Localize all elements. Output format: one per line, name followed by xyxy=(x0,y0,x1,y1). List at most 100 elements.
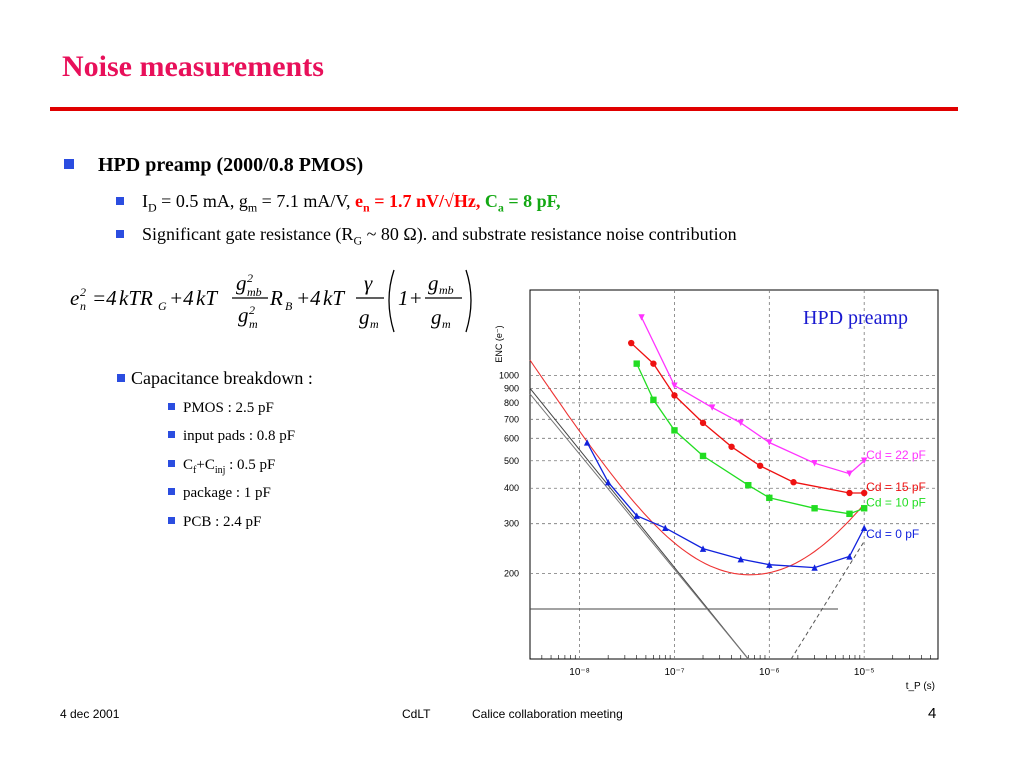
cap-item-mid: +C xyxy=(196,457,214,473)
x-tick-label: 10⁻⁶ xyxy=(759,667,780,678)
square-bullet-icon xyxy=(64,159,74,169)
cap-item-pcb: PCB : 2.4 pF xyxy=(168,514,261,531)
title-divider xyxy=(50,107,958,111)
y-tick-label: 400 xyxy=(504,483,519,493)
plot-frame xyxy=(530,290,938,659)
svg-text:n: n xyxy=(80,299,86,313)
cap-item-text: PCB : 2.4 pF xyxy=(183,514,261,530)
y-tick-label: 600 xyxy=(504,433,519,443)
svg-text:2: 2 xyxy=(249,303,255,317)
svg-text:m: m xyxy=(370,317,379,331)
square-bullet-icon xyxy=(168,431,175,438)
svg-text:=4: =4 xyxy=(92,286,117,310)
data-point xyxy=(790,479,796,485)
en-label: e xyxy=(355,191,363,211)
footer-meeting: Calice collaboration meeting xyxy=(472,707,623,721)
gm-value: = 7.1 mA/V, xyxy=(257,191,355,211)
y-tick-label: 200 xyxy=(504,569,519,579)
svg-text:mb: mb xyxy=(247,285,262,299)
cap-item-sub2: inj xyxy=(215,465,226,476)
svg-text:g: g xyxy=(359,305,370,329)
data-point xyxy=(650,397,656,403)
data-point xyxy=(650,360,656,366)
cap-item-pre: C xyxy=(183,457,193,473)
gm-sub: m xyxy=(248,201,257,215)
enc-chart: 10⁻⁸ 10⁻⁷ 10⁻⁶ 10⁻⁵200300400500600700800900… xyxy=(488,284,948,694)
y-tick-label: 800 xyxy=(504,398,519,408)
square-bullet-icon xyxy=(117,374,125,382)
y-axis-label: ENC (e⁻) xyxy=(494,325,504,362)
svg-text:kT: kT xyxy=(323,286,345,310)
data-point xyxy=(846,511,852,517)
page-number: 4 xyxy=(928,705,936,722)
id-value: = 0.5 mA, g xyxy=(157,191,248,211)
svg-text:g: g xyxy=(236,271,247,295)
resistance-pre: Significant gate resistance (R xyxy=(142,224,353,244)
data-point xyxy=(745,482,751,488)
square-bullet-icon xyxy=(116,197,124,205)
svg-text:g: g xyxy=(238,303,249,327)
square-bullet-icon xyxy=(116,230,124,238)
capacitance-heading-text: Capacitance breakdown : xyxy=(131,368,313,388)
footer-date: 4 dec 2001 xyxy=(60,707,119,721)
resistance-post: ~ 80 Ω). and substrate resistance noise … xyxy=(362,224,737,244)
en-value: = 1.7 nV/√Hz xyxy=(370,191,476,211)
data-point xyxy=(846,490,852,496)
y-tick-label: 300 xyxy=(504,519,519,529)
square-bullet-icon xyxy=(168,403,175,410)
square-bullet-icon xyxy=(168,517,175,524)
svg-text:R: R xyxy=(269,286,283,310)
data-point xyxy=(700,453,706,459)
cap-item-text: input pads : 0.8 pF xyxy=(183,428,295,444)
svg-text:γ: γ xyxy=(364,271,373,295)
x-tick-label: 10⁻⁵ xyxy=(854,667,875,678)
x-tick-label: 10⁻⁸ xyxy=(569,667,590,678)
x-axis-label: t_P (s) xyxy=(906,681,935,692)
svg-text:B: B xyxy=(285,299,293,313)
svg-text:+4: +4 xyxy=(169,286,194,310)
en-comma: , xyxy=(476,191,481,211)
svg-text:+4: +4 xyxy=(296,286,321,310)
sub-bullet-params: ID = 0.5 mA, gm = 7.1 mA/V, en = 1.7 nV/… xyxy=(116,191,560,216)
footer-org: CdLT xyxy=(402,707,430,721)
data-point xyxy=(700,420,706,426)
ca-value: = 8 pF, xyxy=(504,191,561,211)
svg-text:g: g xyxy=(428,271,439,295)
chart-title: HPD preamp xyxy=(803,307,908,329)
svg-text:1+: 1+ xyxy=(398,286,423,310)
capacitance-heading: Capacitance breakdown : xyxy=(117,368,313,389)
svg-text:e: e xyxy=(70,286,79,310)
svg-text:m: m xyxy=(442,317,451,331)
svg-text:kT: kT xyxy=(196,286,218,310)
slide-title: Noise measurements xyxy=(62,50,324,84)
x-tick-label: 10⁻⁷ xyxy=(664,667,684,678)
square-bullet-icon xyxy=(168,488,175,495)
svg-text:2: 2 xyxy=(80,285,86,299)
cap-item-package: package : 1 pF xyxy=(168,485,271,502)
cap-item-post: : 0.5 pF xyxy=(225,457,275,473)
id-sub: D xyxy=(148,201,157,215)
cap-item-cf-cinj: Cf+Cinj : 0.5 pF xyxy=(168,457,275,476)
data-point xyxy=(811,505,817,511)
y-tick-label: 1000 xyxy=(499,370,519,380)
square-bullet-icon xyxy=(168,460,175,467)
data-point xyxy=(728,444,734,450)
data-point xyxy=(757,463,763,469)
svg-text:g: g xyxy=(431,305,442,329)
data-point xyxy=(634,360,640,366)
bullet-hpd-preamp: HPD preamp (2000/0.8 PMOS) xyxy=(64,154,363,177)
cap-item-text: package : 1 pF xyxy=(183,485,271,501)
cap-item-input-pads: input pads : 0.8 pF xyxy=(168,428,295,445)
series-label: Cd = 15 pF xyxy=(866,480,926,494)
data-point xyxy=(628,340,634,346)
y-tick-label: 900 xyxy=(504,383,519,393)
svg-text:2: 2 xyxy=(247,271,253,285)
svg-text:m: m xyxy=(249,317,258,331)
svg-text:mb: mb xyxy=(439,283,454,297)
series-label: Cd = 22 pF xyxy=(866,448,926,462)
en-sub: n xyxy=(363,201,370,215)
data-point xyxy=(671,392,677,398)
y-tick-label: 500 xyxy=(504,456,519,466)
series-label: Cd = 10 pF xyxy=(866,495,926,509)
svg-text:G: G xyxy=(158,299,167,313)
